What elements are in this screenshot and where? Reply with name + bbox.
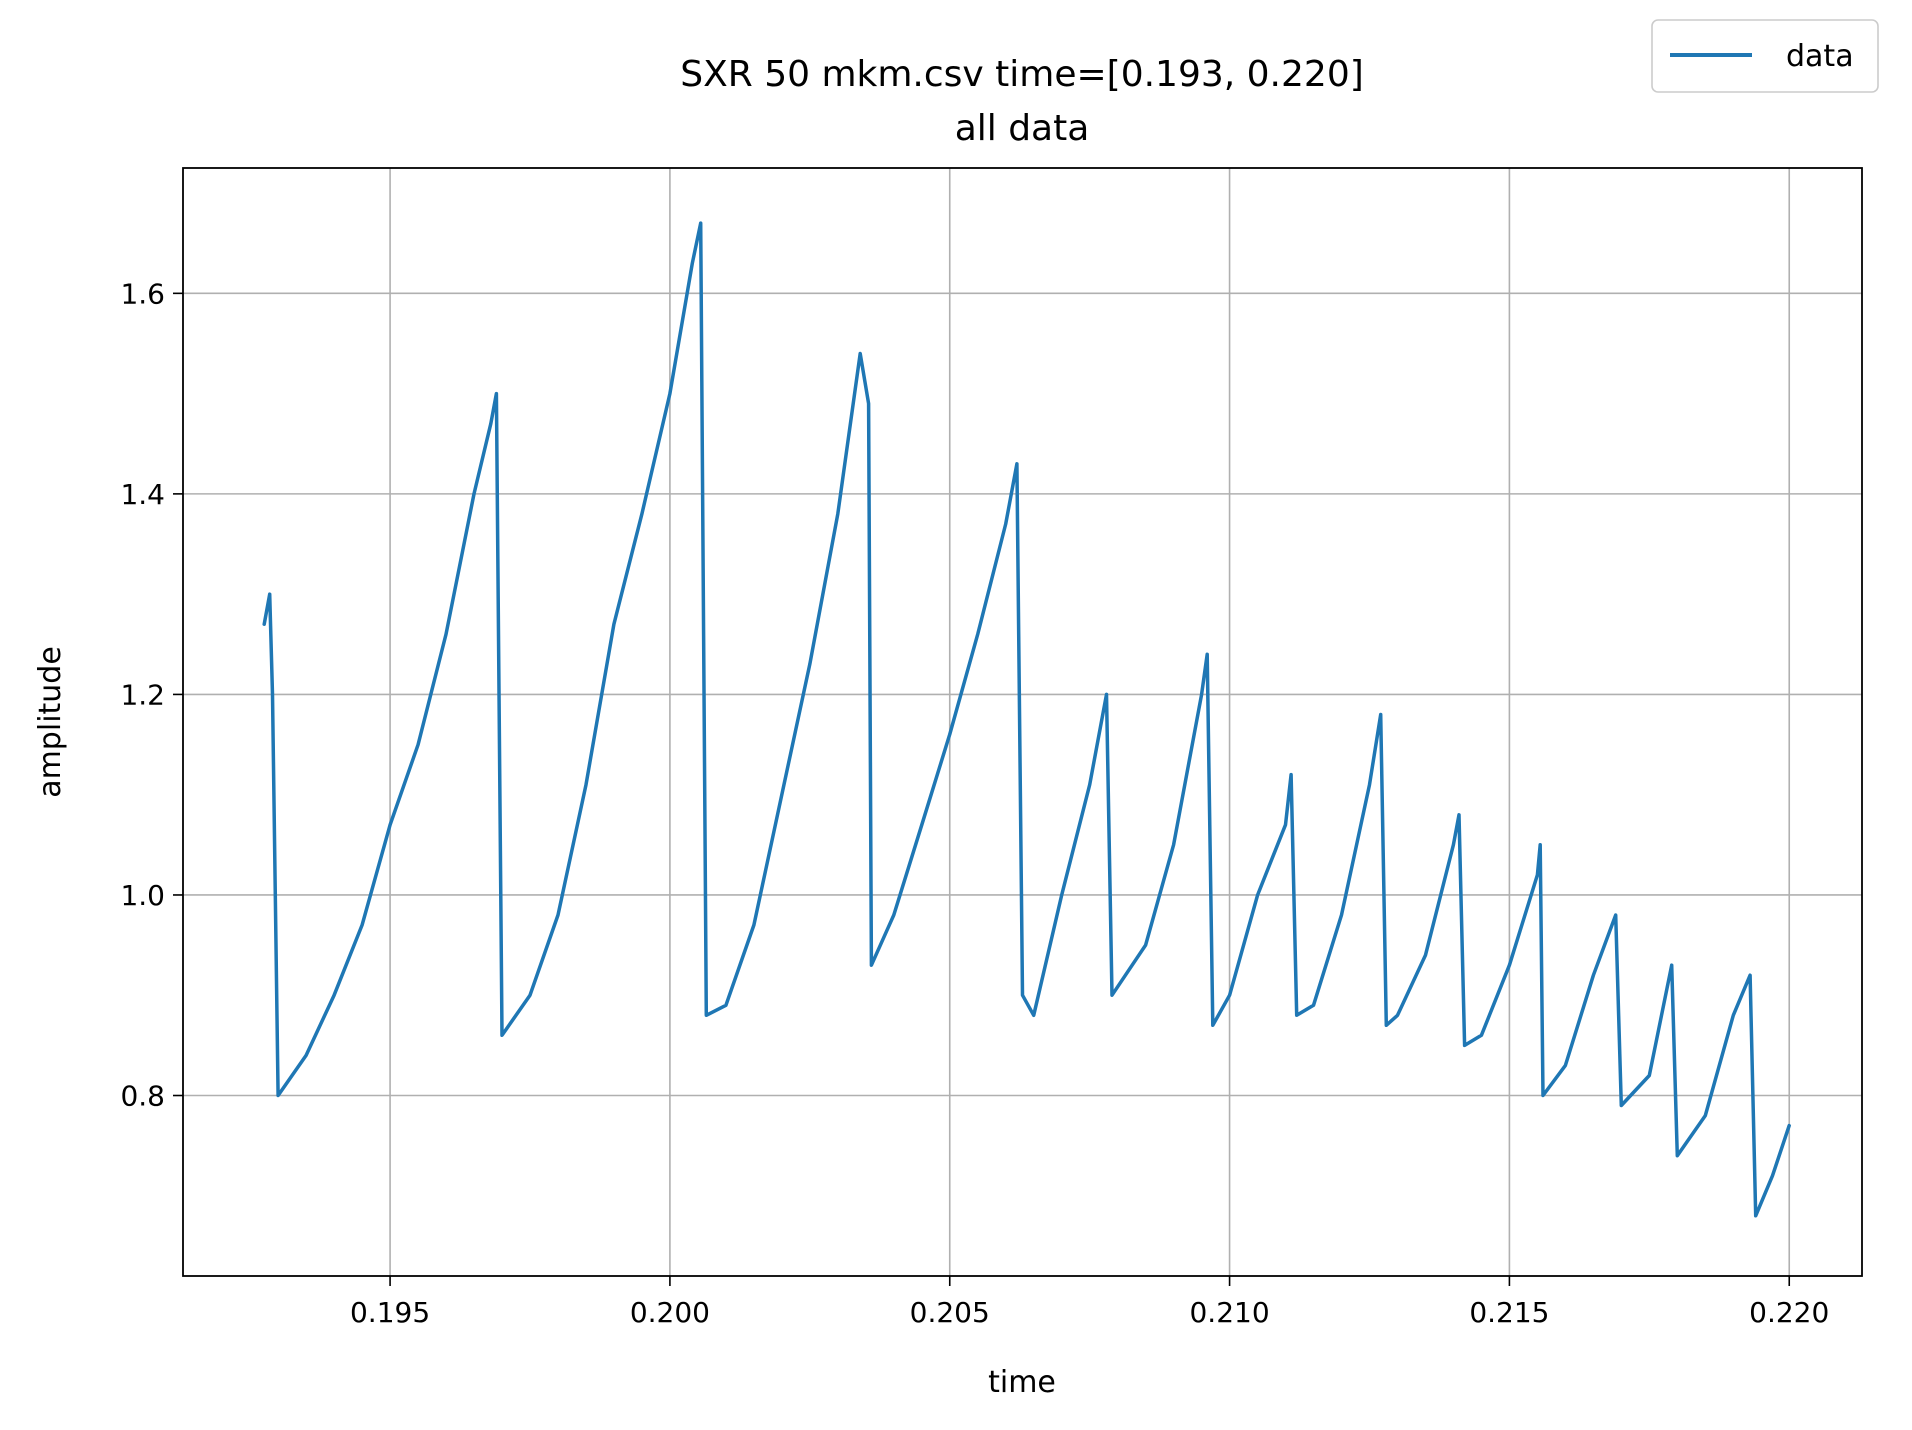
x-tick-label: 0.215 xyxy=(1469,1296,1549,1329)
y-tick-label: 1.4 xyxy=(120,478,165,511)
legend-box xyxy=(1651,19,1879,93)
y-tick-label: 1.6 xyxy=(120,277,165,310)
plot-frame xyxy=(182,167,1863,1277)
plot-area xyxy=(183,168,1862,1276)
x-tick-label: 0.205 xyxy=(910,1296,990,1329)
x-axis-label: time xyxy=(988,1365,1056,1400)
chart-subtitle: all data xyxy=(955,108,1090,149)
series-line-data xyxy=(262,221,1791,1218)
x-tick-label: 0.200 xyxy=(630,1296,710,1329)
y-axis-label: amplitude xyxy=(33,646,68,798)
axis-ticks: 0.195 0.200 0.205 0.210 0.215 0.220 0.8 1.0 1.2 1… xyxy=(120,277,1829,1329)
y-tick-label: 0.8 xyxy=(120,1080,165,1113)
y-tick-label: 1.0 xyxy=(120,879,165,912)
x-tick-label: 0.220 xyxy=(1749,1296,1829,1329)
grid xyxy=(183,168,1862,1276)
legend: data xyxy=(1651,19,1879,93)
x-tick-label: 0.210 xyxy=(1189,1296,1269,1329)
legend-label: data xyxy=(1786,39,1854,74)
x-tick-label: 0.195 xyxy=(350,1296,430,1329)
y-tick-label: 1.2 xyxy=(120,678,165,711)
chart-title: SXR 50 mkm.csv time=[0.193, 0.220] xyxy=(680,54,1364,95)
